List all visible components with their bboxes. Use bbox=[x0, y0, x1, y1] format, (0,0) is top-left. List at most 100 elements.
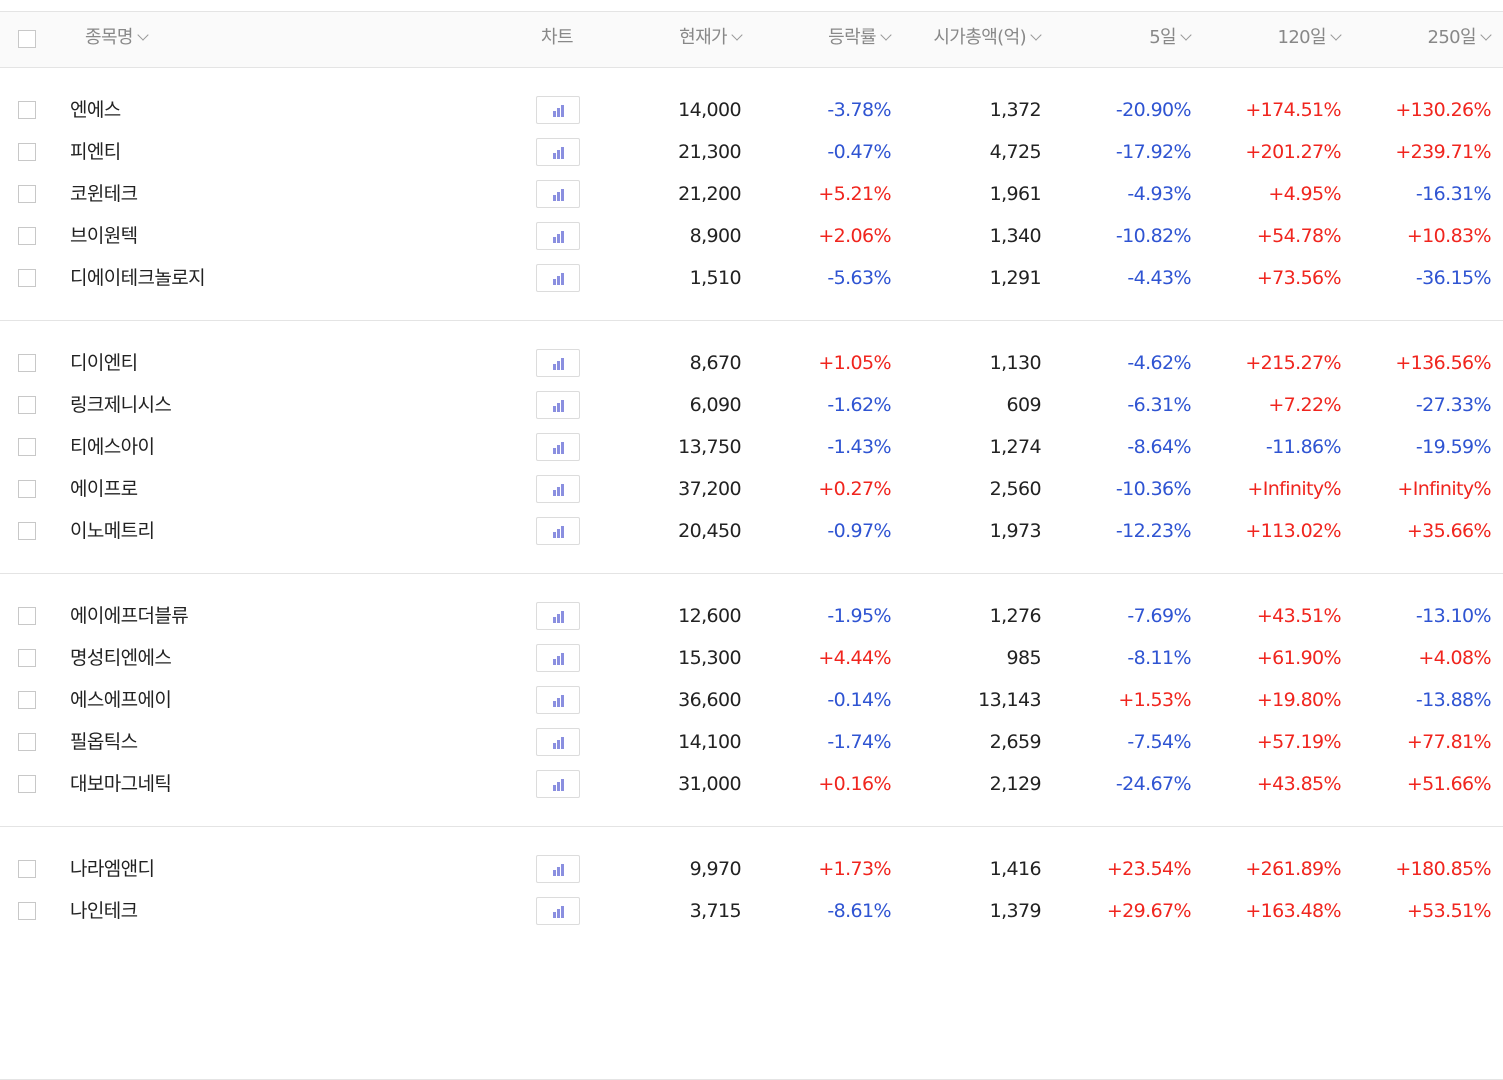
chart-button[interactable] bbox=[536, 686, 580, 714]
change-5day: +23.54% bbox=[1106, 858, 1192, 880]
row-checkbox[interactable] bbox=[18, 438, 36, 456]
chart-button[interactable] bbox=[536, 644, 580, 672]
row-checkbox[interactable] bbox=[18, 185, 36, 203]
stock-group: 나라엠앤디 9,970 +1.73% 1,416 +23.54% +261.89% +180… bbox=[0, 827, 1503, 1080]
market-cap: 2,129 bbox=[989, 773, 1042, 795]
change-250day: -19.59% bbox=[1415, 436, 1492, 458]
market-cap: 13,143 bbox=[978, 689, 1041, 711]
stock-name-link[interactable]: 링크제니시스 bbox=[70, 394, 172, 416]
stock-name-link[interactable]: 엔에스 bbox=[70, 99, 121, 121]
chart-button[interactable] bbox=[536, 517, 580, 545]
row-checkbox[interactable] bbox=[18, 143, 36, 161]
stock-name-link[interactable]: 에이프로 bbox=[70, 478, 138, 500]
chart-button[interactable] bbox=[536, 602, 580, 630]
stock-name-link[interactable]: 에이에프더블류 bbox=[70, 605, 189, 627]
change-5day: -24.67% bbox=[1115, 773, 1192, 795]
select-all-checkbox[interactable] bbox=[18, 30, 36, 48]
stock-name-link[interactable]: 나인테크 bbox=[70, 900, 138, 922]
row-checkbox[interactable] bbox=[18, 396, 36, 414]
sort-5day-header[interactable]: 5일 bbox=[1040, 12, 1192, 67]
row-checkbox[interactable] bbox=[18, 733, 36, 751]
stock-name-link[interactable]: 대보마그네틱 bbox=[70, 773, 172, 795]
table-row[interactable]: 티에스아이 13,750 -1.43% 1,274 -8.64% -11.86% -19.5… bbox=[0, 426, 1503, 468]
table-row[interactable]: 이노메트리 20,450 -0.97% 1,973 -12.23% +113.02% +35… bbox=[0, 510, 1503, 552]
chart-button[interactable] bbox=[536, 728, 580, 756]
table-row[interactable]: 에이에프더블류 12,600 -1.95% 1,276 -7.69% +43.51% -13… bbox=[0, 595, 1503, 637]
change-rate: +0.16% bbox=[818, 773, 891, 795]
stock-name-link[interactable]: 디이엔티 bbox=[70, 352, 138, 374]
bar-chart-icon bbox=[553, 864, 564, 876]
chart-button[interactable] bbox=[536, 138, 580, 166]
sort-rate-header[interactable]: 등락률 bbox=[740, 12, 892, 67]
table-row[interactable]: 브이원텍 8,900 +2.06% 1,340 -10.82% +54.78% +10.83… bbox=[0, 215, 1503, 257]
chart-button[interactable] bbox=[536, 770, 580, 798]
table-row[interactable]: 엔에스 14,000 -3.78% 1,372 -20.90% +174.51% +130.… bbox=[0, 89, 1503, 131]
row-checkbox[interactable] bbox=[18, 775, 36, 793]
table-row[interactable]: 명성티엔에스 15,300 +4.44% 985 -8.11% +61.90% +4.08% bbox=[0, 637, 1503, 679]
market-cap: 4,725 bbox=[989, 141, 1042, 163]
table-row[interactable]: 디이엔티 8,670 +1.05% 1,130 -4.62% +215.27% +136.5… bbox=[0, 342, 1503, 384]
change-5day: +29.67% bbox=[1106, 900, 1192, 922]
market-cap: 1,274 bbox=[989, 436, 1042, 458]
current-price: 21,300 bbox=[678, 141, 741, 163]
row-checkbox[interactable] bbox=[18, 691, 36, 709]
chart-button[interactable] bbox=[536, 475, 580, 503]
change-250day: -13.10% bbox=[1415, 605, 1492, 627]
change-rate: +1.05% bbox=[818, 352, 891, 374]
stock-name-link[interactable]: 나라엠앤디 bbox=[70, 858, 155, 880]
chart-button[interactable] bbox=[536, 222, 580, 250]
row-checkbox[interactable] bbox=[18, 607, 36, 625]
row-checkbox[interactable] bbox=[18, 522, 36, 540]
stock-name-link[interactable]: 티에스아이 bbox=[70, 436, 155, 458]
table-row[interactable]: 코윈테크 21,200 +5.21% 1,961 -4.93% +4.95% -16.31% bbox=[0, 173, 1503, 215]
row-checkbox[interactable] bbox=[18, 480, 36, 498]
change-rate: -1.74% bbox=[827, 731, 891, 753]
table-row[interactable]: 나인테크 3,715 -8.61% 1,379 +29.67% +163.48% +53.5… bbox=[0, 890, 1503, 932]
stock-name-link[interactable]: 명성티엔에스 bbox=[70, 647, 172, 669]
row-checkbox[interactable] bbox=[18, 101, 36, 119]
sort-market-cap-header[interactable]: 시가총액(억) bbox=[890, 12, 1042, 67]
stock-name-link[interactable]: 디에이테크놀로지 bbox=[70, 267, 206, 289]
stock-name-link[interactable]: 피엔티 bbox=[70, 141, 121, 163]
sort-name-header[interactable]: 종목명 bbox=[85, 12, 149, 67]
bar-chart-icon bbox=[553, 147, 564, 159]
change-120day: +Infinity% bbox=[1247, 478, 1341, 500]
row-checkbox[interactable] bbox=[18, 649, 36, 667]
chart-button[interactable] bbox=[536, 264, 580, 292]
table-row[interactable]: 피엔티 21,300 -0.47% 4,725 -17.92% +201.27% +239.… bbox=[0, 131, 1503, 173]
change-250day: +130.26% bbox=[1395, 99, 1491, 121]
chevron-down-icon bbox=[1480, 29, 1492, 41]
sort-price-header[interactable]: 현재가 bbox=[600, 12, 743, 67]
chart-button[interactable] bbox=[536, 897, 580, 925]
row-checkbox[interactable] bbox=[18, 354, 36, 372]
table-row[interactable]: 디에이테크놀로지 1,510 -5.63% 1,291 -4.43% +73.56% -36… bbox=[0, 257, 1503, 299]
row-checkbox[interactable] bbox=[18, 860, 36, 878]
chart-button[interactable] bbox=[536, 349, 580, 377]
sort-120day-header[interactable]: 120일 bbox=[1190, 12, 1342, 67]
table-row[interactable]: 대보마그네틱 31,000 +0.16% 2,129 -24.67% +43.85% +51… bbox=[0, 763, 1503, 805]
chart-button[interactable] bbox=[536, 433, 580, 461]
stock-name-link[interactable]: 이노메트리 bbox=[70, 520, 155, 542]
table-row[interactable]: 링크제니시스 6,090 -1.62% 609 -6.31% +7.22% -27.33% bbox=[0, 384, 1503, 426]
stock-name-link[interactable]: 코윈테크 bbox=[70, 183, 138, 205]
table-row[interactable]: 에스에프에이 36,600 -0.14% 13,143 +1.53% +19.80% -13… bbox=[0, 679, 1503, 721]
chart-button[interactable] bbox=[536, 391, 580, 419]
table-row[interactable]: 필옵틱스 14,100 -1.74% 2,659 -7.54% +57.19% +77.81… bbox=[0, 721, 1503, 763]
row-checkbox[interactable] bbox=[18, 227, 36, 245]
chart-button[interactable] bbox=[536, 96, 580, 124]
row-checkbox[interactable] bbox=[18, 269, 36, 287]
table-row[interactable]: 나라엠앤디 9,970 +1.73% 1,416 +23.54% +261.89% +180… bbox=[0, 848, 1503, 890]
change-rate: -3.78% bbox=[827, 99, 891, 121]
stock-name-link[interactable]: 필옵틱스 bbox=[70, 731, 138, 753]
change-5day: -7.54% bbox=[1127, 731, 1191, 753]
table-row[interactable]: 에이프로 37,200 +0.27% 2,560 -10.36% +Infinity% +I… bbox=[0, 468, 1503, 510]
change-5day: -4.93% bbox=[1127, 183, 1191, 205]
stock-name-link[interactable]: 브이원텍 bbox=[70, 225, 138, 247]
chart-button[interactable] bbox=[536, 180, 580, 208]
bar-chart-icon bbox=[553, 737, 564, 749]
change-250day: -27.33% bbox=[1415, 394, 1492, 416]
chart-button[interactable] bbox=[536, 855, 580, 883]
sort-250day-header[interactable]: 250일 bbox=[1340, 12, 1492, 67]
row-checkbox[interactable] bbox=[18, 902, 36, 920]
stock-name-link[interactable]: 에스에프에이 bbox=[70, 689, 172, 711]
